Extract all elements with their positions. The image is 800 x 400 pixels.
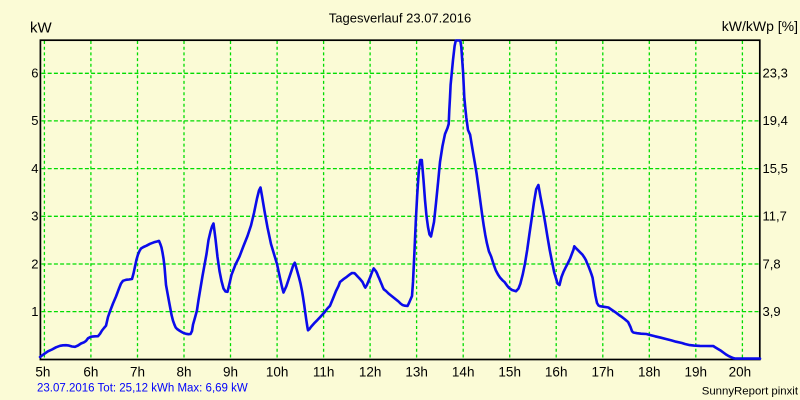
svg-text:23,3: 23,3 <box>763 66 788 81</box>
svg-text:14h: 14h <box>452 365 475 380</box>
svg-text:16h: 16h <box>545 365 568 380</box>
svg-text:11,7: 11,7 <box>763 209 787 224</box>
svg-text:19,4: 19,4 <box>763 113 788 128</box>
svg-text:10h: 10h <box>266 365 289 380</box>
svg-text:15h: 15h <box>498 365 521 380</box>
svg-text:9h: 9h <box>223 365 238 380</box>
svg-text:13h: 13h <box>405 365 428 380</box>
svg-text:12h: 12h <box>359 365 382 380</box>
svg-text:18h: 18h <box>638 365 661 380</box>
svg-text:7h: 7h <box>130 365 145 380</box>
svg-text:5h: 5h <box>35 365 50 380</box>
svg-text:3: 3 <box>31 209 38 224</box>
svg-text:5: 5 <box>31 113 38 128</box>
svg-text:SunnyReport pinxit: SunnyReport pinxit <box>702 385 799 397</box>
svg-text:3,9: 3,9 <box>763 304 781 319</box>
svg-text:15,5: 15,5 <box>763 161 788 176</box>
svg-text:4: 4 <box>31 161 38 176</box>
svg-text:6h: 6h <box>83 365 98 380</box>
svg-text:20h: 20h <box>729 365 752 380</box>
svg-text:8h: 8h <box>176 365 191 380</box>
svg-text:11h: 11h <box>313 365 335 380</box>
svg-text:kW: kW <box>30 20 53 37</box>
svg-text:23.07.2016 Tot: 25,12 kWh Max:: 23.07.2016 Tot: 25,12 kWh Max: 6,69 kW <box>37 383 248 395</box>
svg-text:kW/kWp [%]: kW/kWp [%] <box>722 18 798 34</box>
svg-text:17h: 17h <box>592 365 615 380</box>
svg-text:1: 1 <box>31 304 38 319</box>
svg-text:2: 2 <box>31 256 38 271</box>
svg-text:6: 6 <box>31 66 38 81</box>
svg-text:19h: 19h <box>685 365 708 380</box>
svg-text:Tagesverlauf 23.07.2016: Tagesverlauf 23.07.2016 <box>329 11 471 26</box>
svg-text:7,8: 7,8 <box>763 256 781 271</box>
